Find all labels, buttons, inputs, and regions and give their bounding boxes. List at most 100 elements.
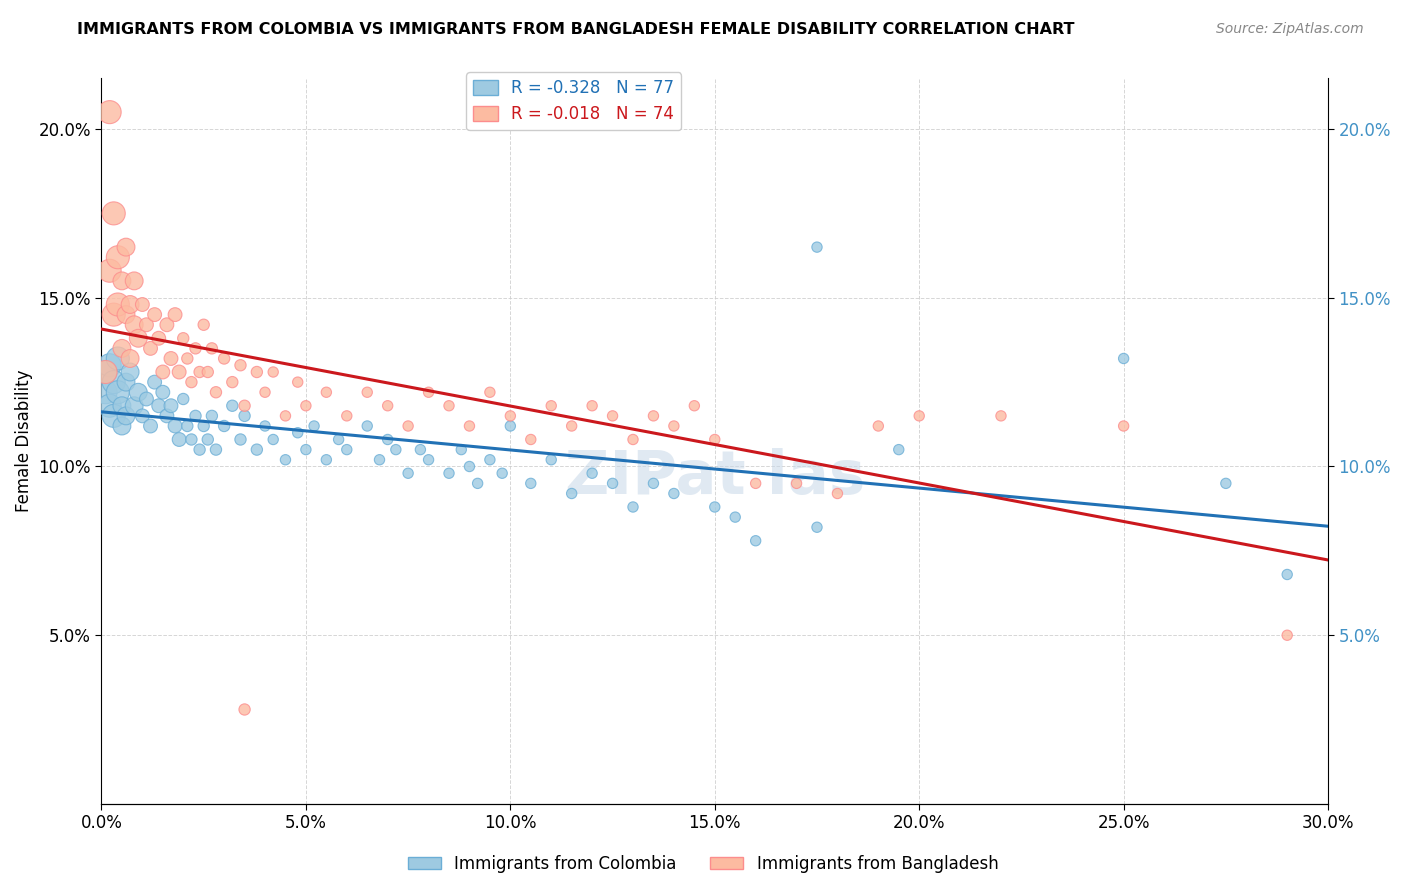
Point xyxy=(165,419,187,434)
Point xyxy=(107,250,129,264)
Point xyxy=(139,419,162,434)
Point xyxy=(221,399,243,413)
Point xyxy=(602,409,624,423)
Point xyxy=(744,533,766,548)
Point xyxy=(662,419,685,434)
Point xyxy=(184,409,207,423)
Point xyxy=(295,399,318,413)
Point xyxy=(184,342,207,356)
Text: IMMIGRANTS FROM COLOMBIA VS IMMIGRANTS FROM BANGLADESH FEMALE DISABILITY CORRELA: IMMIGRANTS FROM COLOMBIA VS IMMIGRANTS F… xyxy=(77,22,1074,37)
Point xyxy=(409,442,432,457)
Point xyxy=(868,419,890,434)
Point xyxy=(188,365,211,379)
Point xyxy=(827,486,849,500)
Point xyxy=(385,442,408,457)
Point xyxy=(148,331,170,345)
Point xyxy=(197,433,219,447)
Point xyxy=(201,409,224,423)
Point xyxy=(806,520,828,534)
Point xyxy=(115,409,138,423)
Point xyxy=(103,375,125,389)
Point xyxy=(744,476,766,491)
Point xyxy=(437,399,460,413)
Point xyxy=(396,467,419,481)
Point xyxy=(437,467,460,481)
Point xyxy=(115,308,138,322)
Point xyxy=(233,409,256,423)
Point xyxy=(143,375,166,389)
Point xyxy=(120,365,142,379)
Point xyxy=(315,385,337,400)
Point xyxy=(111,399,134,413)
Point xyxy=(94,365,117,379)
Point xyxy=(98,358,121,372)
Point xyxy=(172,331,194,345)
Point xyxy=(540,452,562,467)
Point xyxy=(115,240,138,254)
Point xyxy=(98,264,121,278)
Point xyxy=(377,399,399,413)
Point xyxy=(499,409,522,423)
Point xyxy=(156,318,179,332)
Point xyxy=(368,452,391,467)
Point xyxy=(887,442,910,457)
Point xyxy=(165,308,187,322)
Point xyxy=(336,442,359,457)
Point xyxy=(491,467,513,481)
Point xyxy=(336,409,359,423)
Point xyxy=(990,409,1012,423)
Point xyxy=(478,452,501,467)
Point xyxy=(103,308,125,322)
Point xyxy=(377,433,399,447)
Point xyxy=(621,433,644,447)
Point xyxy=(621,500,644,514)
Point xyxy=(172,392,194,406)
Point xyxy=(561,486,583,500)
Point xyxy=(120,297,142,311)
Point xyxy=(724,510,747,524)
Point xyxy=(683,399,706,413)
Point xyxy=(107,385,129,400)
Point xyxy=(418,385,440,400)
Point xyxy=(193,318,215,332)
Point xyxy=(703,433,725,447)
Point xyxy=(499,419,522,434)
Point xyxy=(274,452,297,467)
Point xyxy=(131,409,153,423)
Point xyxy=(212,351,235,366)
Point xyxy=(1277,628,1299,642)
Point xyxy=(1277,567,1299,582)
Point xyxy=(127,331,149,345)
Point xyxy=(643,409,665,423)
Point xyxy=(94,385,117,400)
Point xyxy=(450,442,472,457)
Point xyxy=(94,365,117,379)
Legend: Immigrants from Colombia, Immigrants from Bangladesh: Immigrants from Colombia, Immigrants fro… xyxy=(401,848,1005,880)
Point xyxy=(602,476,624,491)
Point xyxy=(135,392,157,406)
Point xyxy=(160,399,183,413)
Point xyxy=(107,351,129,366)
Point xyxy=(418,452,440,467)
Point xyxy=(111,274,134,288)
Point xyxy=(180,375,202,389)
Point xyxy=(262,433,284,447)
Point xyxy=(152,365,174,379)
Point xyxy=(1112,351,1135,366)
Point xyxy=(786,476,808,491)
Point xyxy=(111,419,134,434)
Point xyxy=(253,385,276,400)
Point xyxy=(806,240,828,254)
Point xyxy=(103,206,125,220)
Text: ZIPat las: ZIPat las xyxy=(565,448,865,507)
Legend: R = -0.328   N = 77, R = -0.018   N = 74: R = -0.328 N = 77, R = -0.018 N = 74 xyxy=(467,72,681,130)
Point xyxy=(253,419,276,434)
Point xyxy=(520,476,543,491)
Point xyxy=(139,342,162,356)
Point xyxy=(287,375,309,389)
Point xyxy=(540,399,562,413)
Point xyxy=(328,433,350,447)
Point xyxy=(201,342,224,356)
Point xyxy=(520,433,543,447)
Point xyxy=(152,385,174,400)
